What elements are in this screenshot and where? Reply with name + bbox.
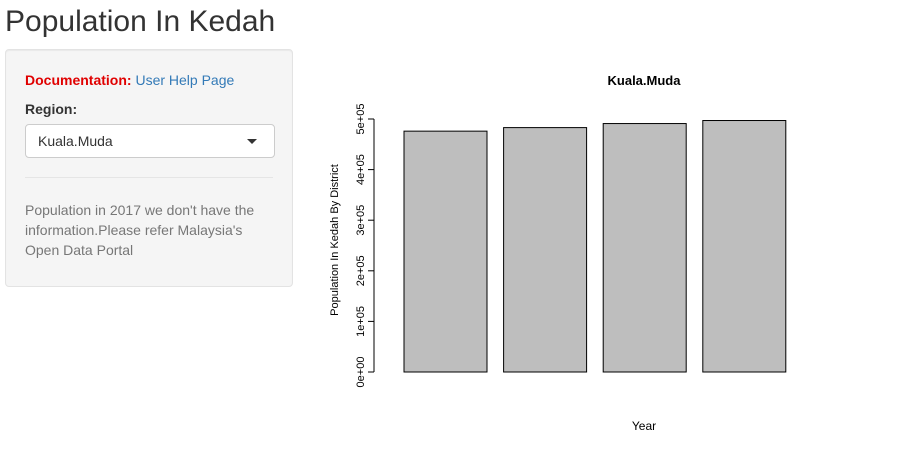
bar — [602, 123, 687, 373]
page-title: Population In Kedah — [5, 5, 276, 38]
y-tick-label: 4e+05 — [355, 154, 367, 185]
bar — [403, 130, 488, 373]
population-bar-chart: Kuala.Muda Year Population In Kedah By D… — [329, 73, 787, 433]
x-axis-label: Year — [632, 419, 656, 433]
user-help-link[interactable]: User Help Page — [135, 72, 235, 88]
bars — [403, 120, 787, 373]
documentation-label: Documentation: — [25, 72, 132, 88]
y-tick-label: 1e+05 — [355, 306, 367, 337]
bar — [702, 120, 787, 373]
info-text: Population in 2017 we don't have the inf… — [25, 202, 255, 258]
bar — [503, 127, 588, 373]
divider — [25, 177, 273, 178]
chart-title: Kuala.Muda — [608, 73, 682, 88]
documentation-line: Documentation: User Help Page — [25, 71, 234, 89]
y-tick-label: 5e+05 — [355, 104, 367, 135]
y-tick-label: 2e+05 — [355, 255, 367, 286]
y-tick-label: 3e+05 — [355, 205, 367, 236]
y-axis-label: Population In Kedah By District — [329, 164, 341, 316]
region-label: Region: — [25, 101, 78, 117]
region-select[interactable]: Kuala.Muda — [25, 124, 275, 158]
y-axis: 0e+00 1e+05 2e+05 3e+05 4e+05 5e+05 — [355, 104, 375, 388]
y-tick-label: 0e+00 — [355, 357, 367, 388]
chevron-down-icon — [247, 139, 257, 144]
sidebar-panel: Documentation: User Help Page Region: Ku… — [5, 49, 293, 287]
region-select-value: Kuala.Muda — [38, 133, 113, 149]
